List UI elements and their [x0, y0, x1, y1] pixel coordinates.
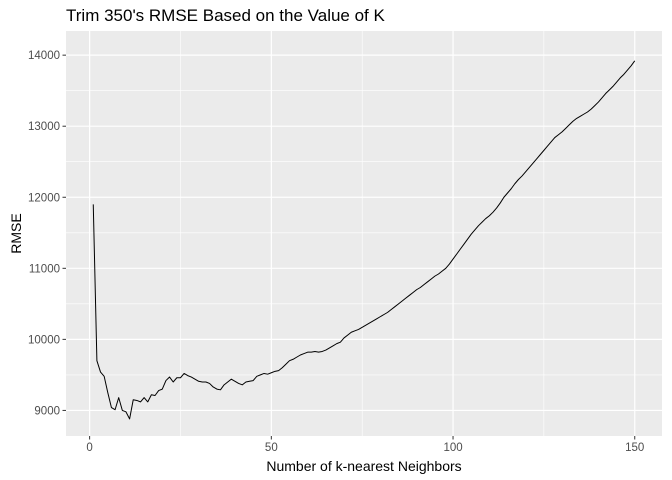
y-axis-ticks: 9000 10000 11000 12000 13000 14000 [28, 50, 66, 417]
y-tick-label: 9000 [34, 405, 60, 417]
major-gridlines [66, 31, 662, 436]
y-tick-label: 12000 [28, 192, 60, 204]
y-tick-label: 10000 [28, 334, 60, 346]
x-tick-label: 50 [265, 442, 278, 454]
x-tick-label: 150 [625, 442, 644, 454]
plot-panel [66, 31, 662, 436]
y-tick-label: 14000 [28, 50, 60, 62]
rmse-line [92, 60, 636, 420]
x-tick-label: 0 [86, 442, 92, 454]
chart-title: Trim 350's RMSE Based on the Value of K [66, 6, 385, 25]
minor-gridlines [66, 31, 662, 436]
y-axis-title: RMSE [8, 213, 24, 253]
y-tick-label: 11000 [29, 263, 60, 275]
x-axis-ticks: 0 50 100 150 [86, 436, 644, 454]
x-axis-title: Number of k-nearest Neighbors [266, 458, 461, 474]
x-tick-label: 100 [443, 442, 462, 454]
y-tick-label: 13000 [28, 121, 60, 133]
